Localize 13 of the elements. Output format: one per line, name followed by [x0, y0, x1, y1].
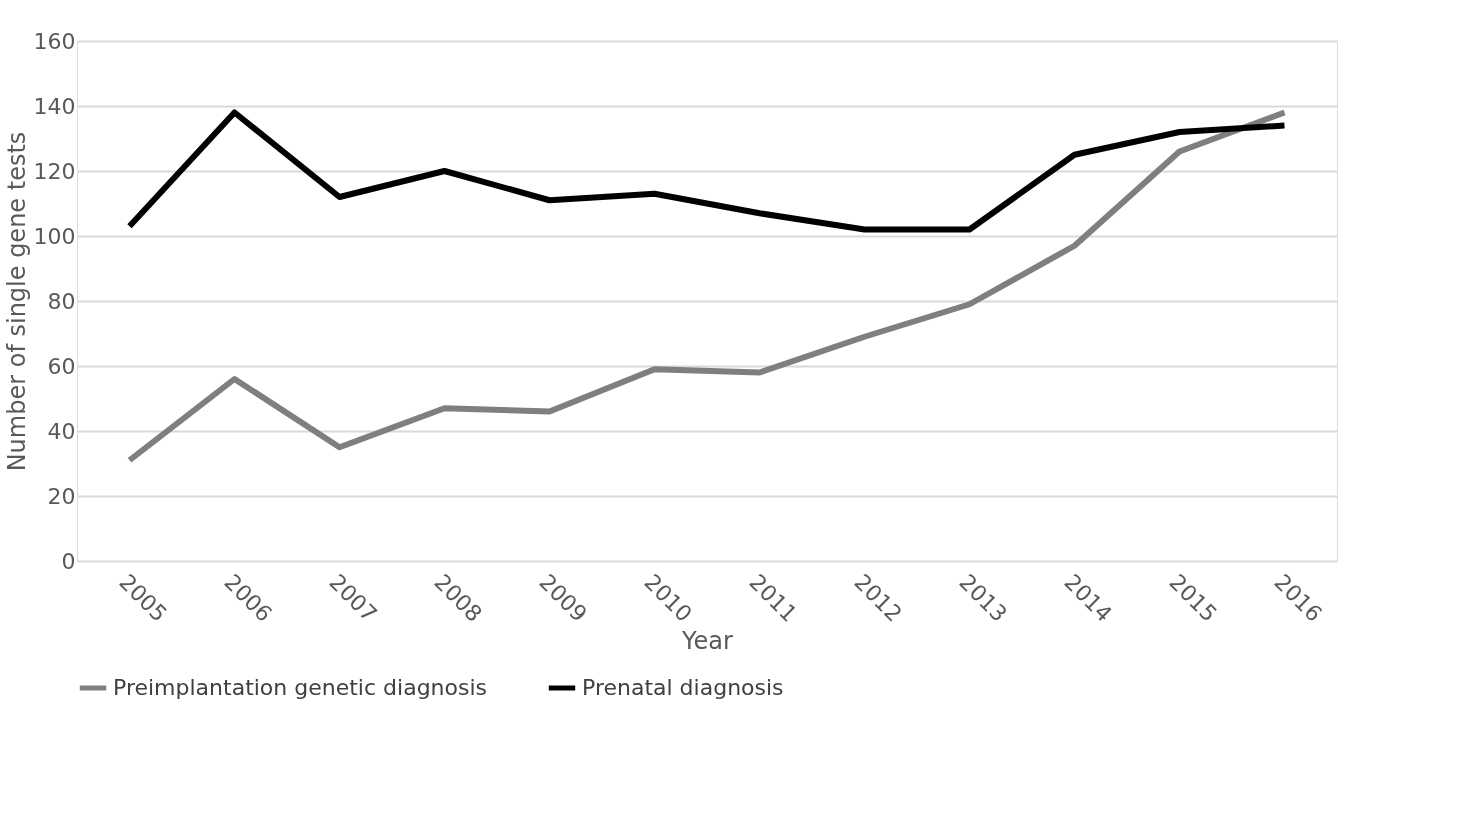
- x-axis-title: Year: [681, 626, 734, 655]
- y-tick-label: 40: [47, 418, 76, 444]
- y-tick-label: 0: [61, 548, 76, 574]
- y-tick-label: 20: [47, 483, 76, 509]
- y-tick-label: 120: [33, 158, 76, 184]
- y-tick-label: 60: [47, 353, 76, 379]
- y-tick-label: 160: [33, 28, 76, 54]
- legend-label: Preimplantation genetic diagnosis: [113, 675, 488, 700]
- y-tick-label: 80: [47, 288, 76, 314]
- y-tick-label: 100: [33, 223, 76, 249]
- legend-label: Prenatal diagnosis: [582, 675, 784, 700]
- y-tick-label: 140: [33, 93, 76, 119]
- y-axis-title: Number of single gene tests: [2, 131, 31, 472]
